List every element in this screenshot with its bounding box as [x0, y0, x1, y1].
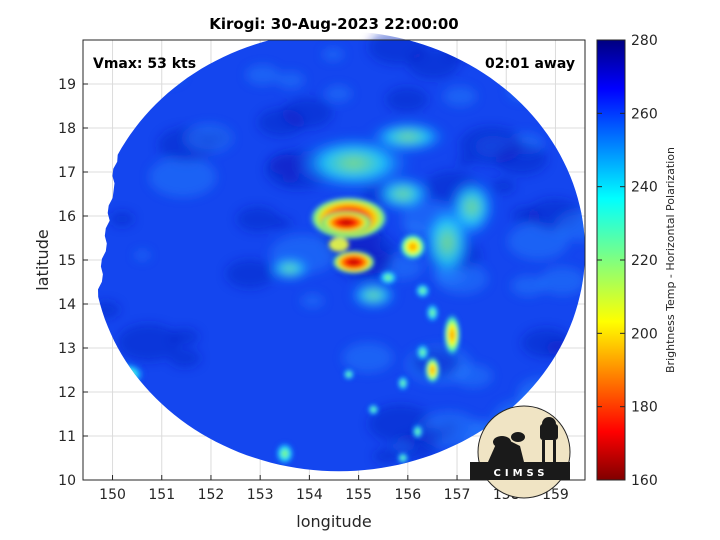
texture-blob — [258, 108, 305, 137]
texture-blob — [149, 156, 217, 198]
band-cell — [378, 269, 399, 286]
colorbar-tick-label: 200 — [631, 326, 658, 342]
feature-rainband-south-2 — [424, 356, 441, 384]
band-cell — [411, 423, 424, 440]
texture-blob — [245, 64, 280, 86]
x-tick-label: 153 — [247, 487, 274, 503]
x-axis-ticks: 150 151 152 153 154 155 156 157 158 159 — [99, 475, 569, 503]
texture-blob — [539, 267, 585, 296]
band-cell — [396, 375, 409, 392]
colorbar-tick-label: 240 — [631, 180, 658, 196]
colorbar-label: Brightness Temp - Horizontal Polarizatio… — [664, 147, 677, 373]
texture-blob — [282, 173, 299, 184]
texture-blob — [117, 323, 180, 362]
texture-blob — [373, 448, 400, 464]
band-cell — [367, 403, 380, 416]
feature-eyewall-core — [320, 210, 373, 235]
y-tick-label: 11 — [58, 429, 76, 445]
colorbar-tick-label: 260 — [631, 106, 658, 122]
feature-eyewall-south — [331, 250, 376, 275]
texture-blob — [394, 440, 412, 451]
cyan-band — [447, 177, 496, 238]
feature-rainband-south-1 — [443, 312, 462, 357]
feature-rainband-east — [398, 232, 427, 261]
y-tick-label: 15 — [58, 253, 76, 269]
cimss-logo: CIMSS — [470, 405, 571, 499]
y-axis-ticks: 10 11 12 13 14 15 16 17 18 19 — [58, 77, 88, 489]
x-tick-label: 155 — [345, 487, 372, 503]
y-tick-label: 12 — [58, 385, 76, 401]
texture-blob — [324, 85, 352, 102]
cyan-band — [267, 256, 312, 281]
brightness-swath — [98, 31, 585, 472]
cyan-band — [349, 281, 398, 310]
y-tick-label: 18 — [58, 121, 76, 137]
colorbar-tick-label: 160 — [631, 473, 658, 489]
texture-blob — [491, 179, 516, 194]
texture-blob — [418, 427, 444, 443]
eye — [328, 237, 349, 252]
texture-blob — [225, 259, 274, 289]
band-cell — [414, 282, 431, 299]
y-tick-label: 16 — [58, 209, 76, 225]
texture-blob — [169, 348, 201, 368]
y-tick-label: 14 — [58, 297, 76, 313]
colorbar-tick-label: 180 — [631, 400, 658, 416]
band-cell — [415, 343, 430, 362]
colorbar: 160 180 200 220 240 260 280 Brightness Temp - … — [596, 33, 677, 489]
texture-blob — [459, 126, 523, 165]
texture-blob — [276, 71, 305, 89]
texture-blob — [368, 31, 427, 65]
texture-blob — [184, 123, 234, 153]
logo-text: CIMSS — [494, 468, 549, 479]
texture-blob — [556, 210, 585, 242]
texture-blob — [511, 275, 546, 297]
cyan-band — [372, 176, 433, 212]
texture-blob — [507, 223, 569, 260]
texture-blob — [300, 293, 325, 308]
colorbar-tick-label: 280 — [631, 33, 658, 49]
colorbar-ticks: 160 180 200 220 240 260 280 — [597, 33, 658, 489]
time-offset-annotation: 02:01 away — [485, 56, 575, 72]
texture-blob — [236, 206, 279, 232]
y-tick-label: 17 — [58, 165, 76, 181]
x-tick-label: 157 — [444, 487, 471, 503]
x-axis-label: longitude — [296, 512, 371, 531]
band-cell — [342, 368, 355, 381]
texture-blob — [134, 250, 151, 261]
y-axis-label: latitude — [33, 229, 52, 290]
texture-blob — [342, 342, 394, 373]
texture-blob — [110, 211, 135, 227]
band-cell — [396, 452, 409, 464]
y-tick-label: 19 — [58, 77, 76, 93]
x-tick-label: 150 — [99, 487, 126, 503]
texture-blob — [511, 206, 540, 224]
y-tick-label: 10 — [58, 473, 76, 489]
x-tick-label: 156 — [394, 487, 421, 503]
x-tick-label: 151 — [148, 487, 175, 503]
texture-blob — [385, 87, 428, 113]
texture-blob — [443, 86, 477, 107]
cyan-band — [367, 120, 448, 153]
x-tick-label: 154 — [296, 487, 323, 503]
y-tick-label: 13 — [58, 341, 76, 357]
band-cell — [425, 302, 440, 323]
texture-blob — [322, 47, 344, 61]
vmax-annotation: Vmax: 53 kts — [93, 56, 196, 72]
texture-blob — [170, 328, 199, 346]
feature-south-cell — [274, 441, 295, 466]
x-tick-label: 152 — [198, 487, 225, 503]
colorbar-tick-label: 220 — [631, 253, 658, 269]
chart-title: Kirogi: 30-Aug-2023 22:00:00 — [209, 15, 459, 33]
